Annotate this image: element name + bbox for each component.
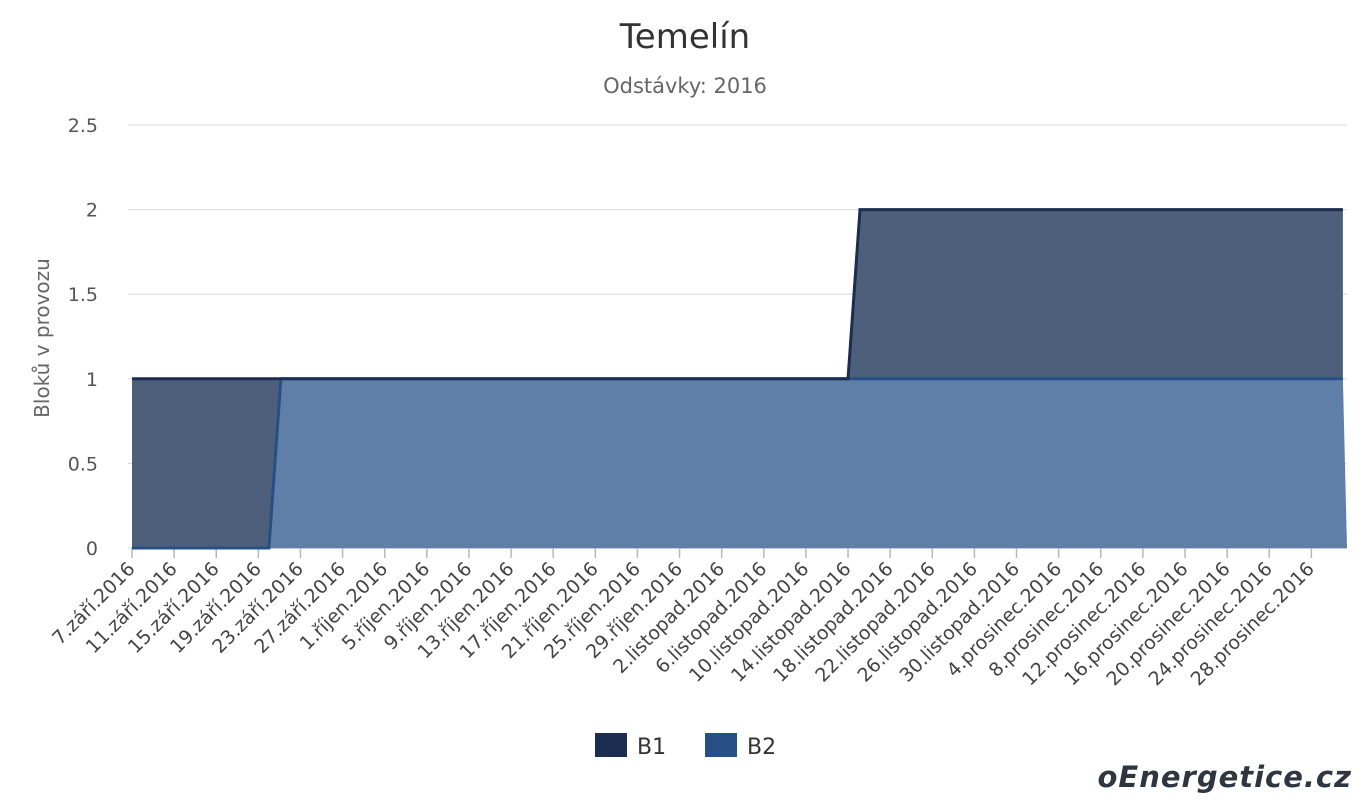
y-tick-label: 2 [86,200,98,222]
y-tick-label: 0.5 [68,453,98,475]
series-b1-area [132,209,1343,548]
y-tick-label: 2.5 [68,115,98,137]
chart-title: Temelín [619,17,750,57]
legend-swatch-b1 [595,733,627,757]
legend-label-b1: B1 [637,735,666,760]
legend-swatch-b2 [705,733,737,757]
watermark-logo: oEnergetice.cz [1097,760,1352,794]
legend-label-b2: B2 [747,735,776,760]
y-tick-label: 0 [86,538,98,560]
y-axis-label: Bloků v provozu [30,258,54,418]
series-b1-line [132,208,1343,381]
y-tick-label: 1 [86,369,98,391]
chart-subtitle: Odstávky: 2016 [603,74,767,98]
y-tick-label: 1.5 [68,284,98,306]
series-b2-area [132,378,1347,548]
